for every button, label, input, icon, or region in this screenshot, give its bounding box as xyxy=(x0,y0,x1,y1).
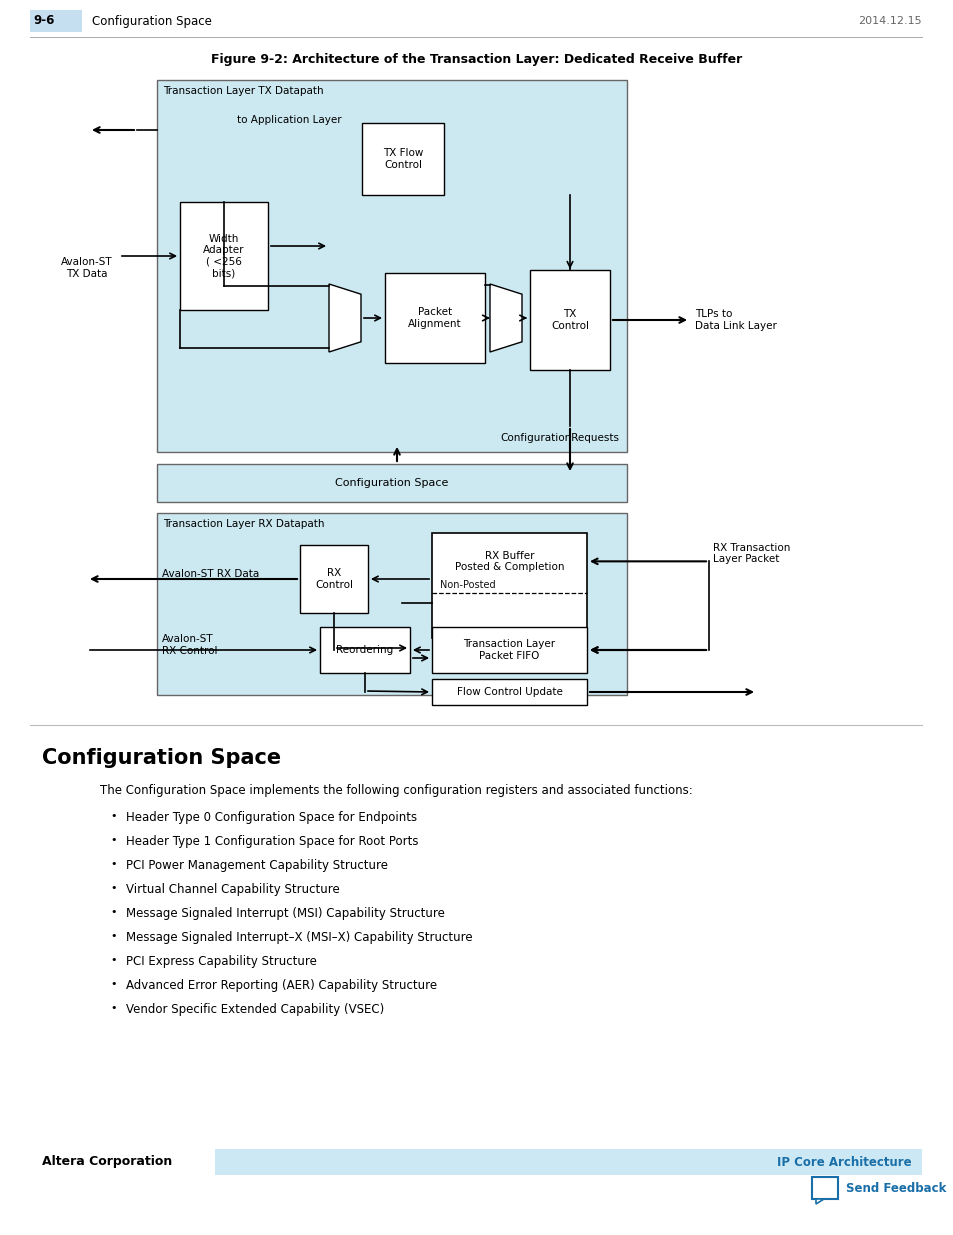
Text: •: • xyxy=(110,931,116,941)
Text: •: • xyxy=(110,835,116,845)
Text: Vendor Specific Extended Capability (VSEC): Vendor Specific Extended Capability (VSE… xyxy=(126,1003,384,1016)
Bar xyxy=(811,1177,837,1199)
Text: Packet
Alignment: Packet Alignment xyxy=(408,308,461,329)
Text: 9-6: 9-6 xyxy=(33,15,54,27)
Text: Figure 9-2: Architecture of the Transaction Layer: Dedicated Receive Buffer: Figure 9-2: Architecture of the Transact… xyxy=(212,53,741,67)
Text: PCI Express Capability Structure: PCI Express Capability Structure xyxy=(126,955,316,968)
Bar xyxy=(157,513,626,695)
Text: •: • xyxy=(110,1003,116,1013)
Polygon shape xyxy=(329,284,360,352)
Text: Header Type 0 Configuration Space for Endpoints: Header Type 0 Configuration Space for En… xyxy=(126,811,416,824)
Bar xyxy=(432,679,586,705)
Text: IP Core Architecture: IP Core Architecture xyxy=(777,1156,911,1168)
Text: Avalon-ST RX Data: Avalon-ST RX Data xyxy=(162,569,259,579)
Bar xyxy=(432,627,586,673)
Text: The Configuration Space implements the following configuration registers and ass: The Configuration Space implements the f… xyxy=(100,784,692,797)
Polygon shape xyxy=(815,1199,823,1204)
Text: Configuration Space: Configuration Space xyxy=(335,478,448,488)
Bar xyxy=(319,627,410,673)
Text: Flow Control Update: Flow Control Update xyxy=(456,687,562,697)
Text: Transaction Layer TX Datapath: Transaction Layer TX Datapath xyxy=(163,86,323,96)
Text: ConfigurationRequests: ConfigurationRequests xyxy=(500,433,618,443)
Text: Avalon-ST
TX Data: Avalon-ST TX Data xyxy=(61,257,112,279)
Text: •: • xyxy=(110,883,116,893)
Text: RX
Control: RX Control xyxy=(314,568,353,590)
Bar xyxy=(30,10,82,32)
Text: PCI Power Management Capability Structure: PCI Power Management Capability Structur… xyxy=(126,860,388,872)
Text: Configuration Space: Configuration Space xyxy=(42,748,281,768)
Bar xyxy=(214,1149,921,1174)
Text: Width
Adapter
( <256
bits): Width Adapter ( <256 bits) xyxy=(203,233,245,278)
Text: Send Feedback: Send Feedback xyxy=(845,1182,945,1194)
Text: 2014.12.15: 2014.12.15 xyxy=(858,16,921,26)
Polygon shape xyxy=(490,284,521,352)
Text: Altera Corporation: Altera Corporation xyxy=(42,1156,172,1168)
Text: •: • xyxy=(110,811,116,821)
Text: •: • xyxy=(110,979,116,989)
Text: Header Type 1 Configuration Space for Root Ports: Header Type 1 Configuration Space for Ro… xyxy=(126,835,418,848)
Text: Reordering: Reordering xyxy=(336,645,394,655)
Bar xyxy=(432,534,586,638)
Text: Message Signaled Interrupt–X (MSI–X) Capability Structure: Message Signaled Interrupt–X (MSI–X) Cap… xyxy=(126,931,472,944)
Text: Message Signaled Interrupt (MSI) Capability Structure: Message Signaled Interrupt (MSI) Capabil… xyxy=(126,906,444,920)
Bar xyxy=(385,273,484,363)
Bar xyxy=(180,203,268,310)
Text: •: • xyxy=(110,906,116,918)
Bar xyxy=(299,545,368,613)
Text: TX Flow
Control: TX Flow Control xyxy=(382,148,423,169)
Text: Non-Posted: Non-Posted xyxy=(439,580,496,590)
Text: RX Buffer
Posted & Completion: RX Buffer Posted & Completion xyxy=(455,551,563,572)
Text: TLPs to
Data Link Layer: TLPs to Data Link Layer xyxy=(695,309,776,331)
Text: Advanced Error Reporting (AER) Capability Structure: Advanced Error Reporting (AER) Capabilit… xyxy=(126,979,436,992)
Bar xyxy=(157,80,626,452)
Bar xyxy=(157,464,626,501)
Text: TX
Control: TX Control xyxy=(551,309,588,331)
Text: RX Transaction
Layer Packet: RX Transaction Layer Packet xyxy=(712,542,789,564)
Bar xyxy=(530,270,609,370)
Text: Avalon-ST
RX Control: Avalon-ST RX Control xyxy=(162,635,217,656)
Text: Transaction Layer
Packet FIFO: Transaction Layer Packet FIFO xyxy=(463,640,555,661)
Text: •: • xyxy=(110,860,116,869)
Text: Virtual Channel Capability Structure: Virtual Channel Capability Structure xyxy=(126,883,339,897)
Text: Transaction Layer RX Datapath: Transaction Layer RX Datapath xyxy=(163,519,324,529)
Bar xyxy=(361,124,443,195)
Text: •: • xyxy=(110,955,116,965)
Text: Configuration Space: Configuration Space xyxy=(91,15,212,27)
Text: to Application Layer: to Application Layer xyxy=(236,115,341,125)
